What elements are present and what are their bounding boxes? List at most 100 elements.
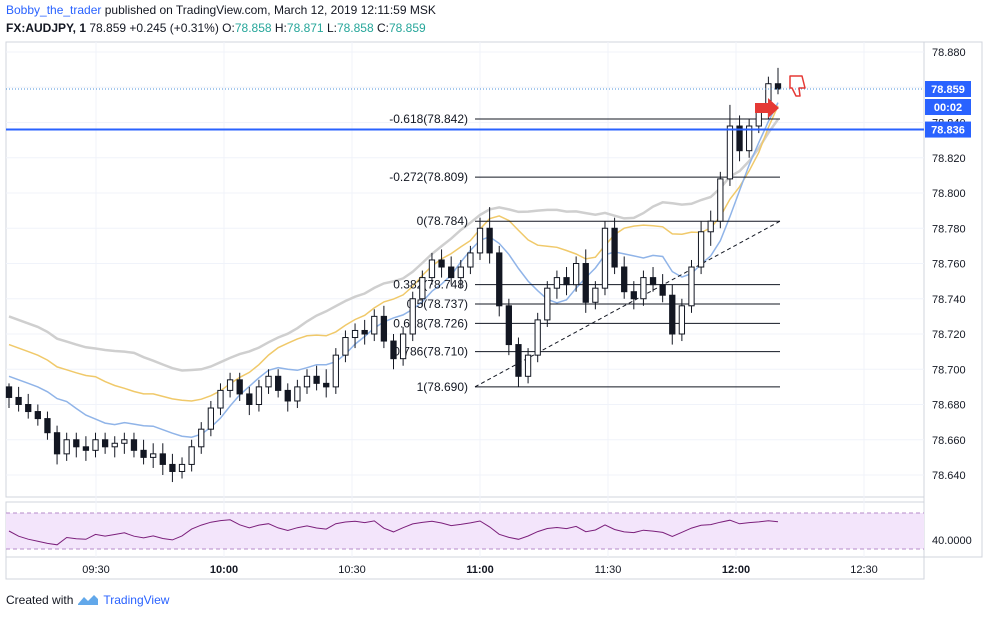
- candle: [649, 267, 657, 292]
- candle-body: [534, 319, 541, 356]
- fib-retracement[interactable]: -0.618(78.842) -0.272(78.809) 0(78.784) 0.3…: [389, 112, 781, 394]
- candle-body: [82, 446, 90, 451]
- candle-body: [169, 463, 176, 472]
- candle: [284, 383, 291, 412]
- candle: [73, 432, 80, 458]
- candle-body: [592, 287, 599, 303]
- candle: [457, 259, 464, 289]
- fib-level-label: 0(78.784): [417, 214, 468, 228]
- candle-body: [717, 178, 724, 222]
- rsi-band: [6, 513, 924, 549]
- candle-body: [342, 337, 349, 356]
- candle: [63, 432, 70, 461]
- candle: [621, 256, 628, 299]
- countdown-label: 00:02: [925, 99, 971, 116]
- candle: [313, 365, 320, 391]
- candle: [726, 104, 734, 186]
- candle: [323, 369, 330, 398]
- candle-body: [130, 439, 138, 451]
- fib-level-label: 0.786(78.710): [393, 345, 468, 359]
- price-tick-label: 78.740: [932, 294, 966, 306]
- candle: [236, 372, 243, 401]
- candle-body: [303, 375, 311, 388]
- candle-body: [524, 354, 532, 377]
- candle-body: [226, 379, 234, 391]
- candle-body: [659, 284, 666, 296]
- candle-body: [73, 439, 80, 448]
- candle: [361, 319, 368, 345]
- candle-body: [544, 287, 551, 321]
- candle-body: [63, 439, 70, 455]
- candle-body: [746, 125, 753, 152]
- candle: [659, 274, 666, 303]
- price-tick-label: 78.840: [932, 118, 966, 130]
- candle-body: [448, 266, 455, 279]
- candle: [178, 457, 186, 479]
- fib-level-label: 0.382(78.748): [393, 278, 468, 292]
- candle: [390, 334, 397, 370]
- candle-body: [5, 386, 13, 398]
- candle: [669, 284, 676, 345]
- candle-body: [246, 393, 253, 405]
- candle: [226, 372, 234, 398]
- price-tick-label: 78.860: [932, 82, 966, 94]
- candle: [34, 404, 41, 426]
- candle: [25, 393, 32, 419]
- candle: [534, 312, 541, 363]
- fib-level-label: 0.5(78.737): [407, 297, 468, 311]
- current-price-label-text: 78.859: [931, 84, 965, 96]
- time-tick-label: 10:30: [338, 564, 366, 576]
- candle: [207, 400, 215, 437]
- price-tick-label: 78.780: [932, 223, 966, 235]
- open-label: O:: [222, 21, 235, 35]
- candle: [140, 439, 147, 465]
- candle-body: [515, 344, 522, 377]
- grid: [6, 42, 924, 557]
- candle: [53, 425, 61, 465]
- candle: [294, 379, 301, 409]
- candle-body: [92, 439, 99, 451]
- candle-body: [25, 404, 32, 413]
- candle: [409, 291, 416, 342]
- candle: [342, 330, 349, 363]
- candle: [101, 432, 109, 454]
- candle-body: [351, 329, 359, 339]
- candle-body: [496, 252, 503, 307]
- candle-body: [582, 263, 589, 303]
- candle-body: [390, 340, 397, 360]
- candle-body: [332, 354, 339, 388]
- candle: [188, 439, 195, 472]
- candle: [351, 323, 359, 349]
- candle: [755, 104, 762, 134]
- price-tick-label: 78.760: [932, 259, 966, 271]
- candle: [44, 411, 51, 440]
- candle-body: [275, 375, 282, 391]
- rsi-line: [8, 519, 779, 546]
- candle-body: [601, 227, 609, 289]
- price-axis-border: [923, 41, 983, 558]
- candle-body: [399, 333, 407, 360]
- candle: [765, 76, 772, 119]
- fib-level-label: -0.618(78.842): [389, 112, 468, 126]
- candle: [275, 369, 282, 398]
- candle-body: [707, 220, 714, 233]
- candle: [582, 249, 589, 313]
- candle: [428, 252, 436, 285]
- candle-body: [419, 277, 426, 300]
- candle-body: [630, 291, 637, 300]
- price-axis[interactable]: 78.880 78.860 78.840 78.820 78.800 78.780 78.7…: [925, 47, 972, 547]
- candle: [505, 298, 512, 356]
- candle-body: [649, 277, 657, 286]
- tradingview-brand-link[interactable]: TradingView: [103, 593, 170, 607]
- candle: [111, 436, 118, 458]
- price-change: +0.245 (+0.31%): [129, 21, 219, 35]
- author-link[interactable]: Bobby_the_trader: [6, 3, 102, 17]
- time-axis[interactable]: 09:30 10:00 10:30 11:00 11:30 12:00 12:30: [82, 564, 878, 576]
- moving-averages: [8, 102, 780, 438]
- candle-body: [121, 439, 128, 444]
- close-value: 78.859: [389, 21, 426, 35]
- candle-body: [111, 442, 118, 448]
- candle-body: [621, 266, 628, 293]
- candle-body: [563, 277, 570, 286]
